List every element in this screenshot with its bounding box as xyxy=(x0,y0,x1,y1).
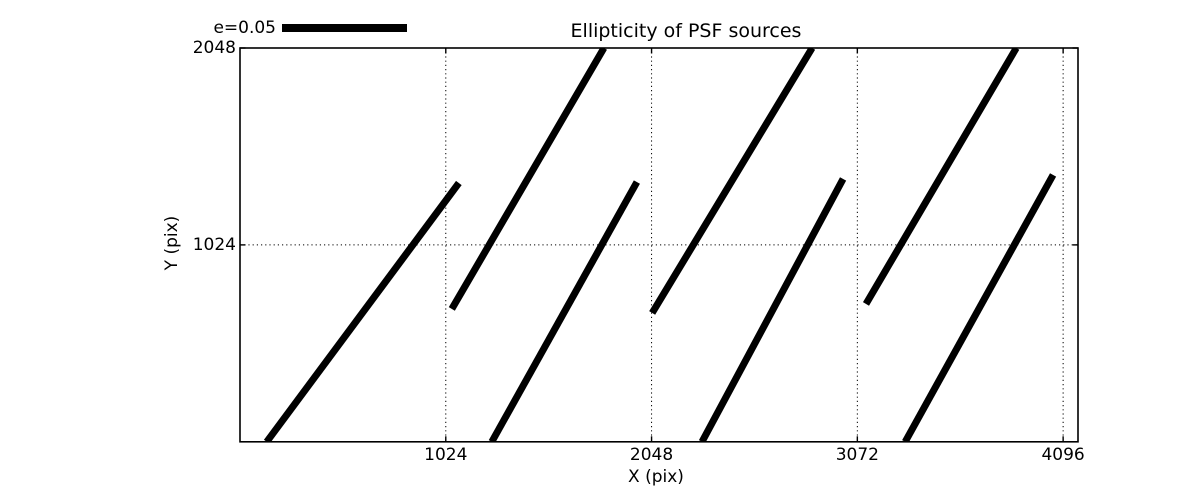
axes-border xyxy=(239,47,1079,443)
ellipticity-whisker xyxy=(448,48,607,311)
x-tick-label: 3072 xyxy=(835,445,879,465)
plot-title: Ellipticity of PSF sources xyxy=(570,20,802,42)
x-tick-label: 1024 xyxy=(424,445,468,465)
ellipticity-whisker xyxy=(649,48,816,315)
legend-scale-bar xyxy=(282,24,407,32)
y-tick-label: 2048 xyxy=(192,38,236,58)
x-tick-label: 4096 xyxy=(1041,445,1085,465)
y-tick-label: 1024 xyxy=(192,234,236,255)
ellipticity-whisker xyxy=(902,173,1057,442)
ellipticity-whisker xyxy=(862,48,1020,306)
ellipticity-whisker xyxy=(263,180,462,442)
whisker-group xyxy=(263,48,1057,442)
ellipticity-whisker xyxy=(488,180,640,442)
x-tick-label: 2048 xyxy=(629,445,674,465)
ellipticity-whisker xyxy=(698,177,847,442)
legend-label: e=0.05 xyxy=(213,18,276,38)
x-axis-label: X (pix) xyxy=(628,467,684,487)
